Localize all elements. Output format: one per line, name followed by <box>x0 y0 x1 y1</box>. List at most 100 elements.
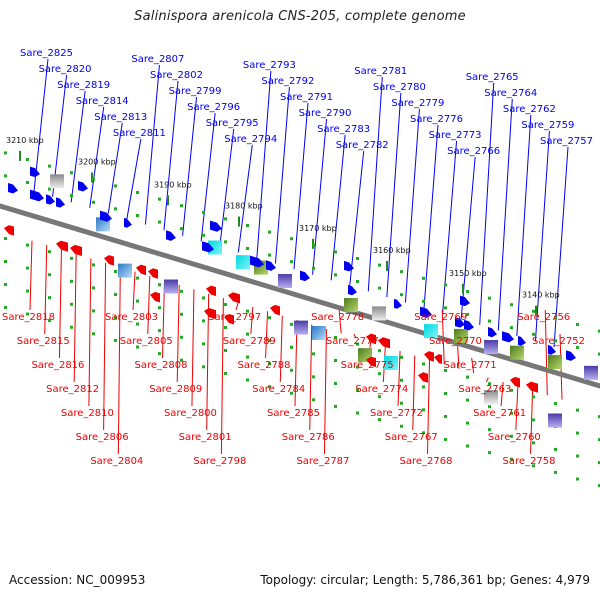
track-dot <box>268 253 271 257</box>
track-dot <box>444 283 447 287</box>
reverse-gene-arrow <box>136 264 146 276</box>
track-dot <box>268 362 271 366</box>
track-dot <box>356 388 359 392</box>
reverse-gene-arrow <box>148 268 158 279</box>
track-dot <box>268 230 271 234</box>
track-dot <box>180 289 183 293</box>
track-dot <box>136 299 139 303</box>
gene-leader-line <box>323 328 327 455</box>
track-dot <box>290 260 293 264</box>
forward-gene-arrow <box>518 336 526 346</box>
track-dot <box>400 293 403 297</box>
gene-feature-box <box>384 355 398 370</box>
track-dot <box>532 309 535 313</box>
track-dot <box>92 286 95 290</box>
track-dot <box>70 194 73 198</box>
track-dot <box>224 217 227 221</box>
track-dot <box>114 292 117 296</box>
forward-gene-arrow <box>566 350 576 361</box>
gene-leader-line <box>256 70 272 259</box>
track-dot <box>114 315 117 319</box>
track-dot <box>136 213 139 217</box>
track-dot <box>246 309 249 313</box>
track-dot <box>202 342 205 346</box>
kbp-tick-label: 3200 kbp <box>78 157 116 166</box>
track-dot <box>510 457 513 461</box>
gene-label: Sare_2795 <box>206 118 259 129</box>
gene-feature-box <box>424 324 438 339</box>
track-dot <box>4 174 7 178</box>
gene-label: Sare_2774 <box>355 384 408 395</box>
track-dot <box>114 184 117 188</box>
track-dot <box>70 171 73 175</box>
gene-label: Sare_2760 <box>488 432 541 443</box>
track-dot <box>356 411 359 415</box>
gene-leader-line <box>349 150 365 286</box>
gene-feature-box <box>454 328 468 343</box>
track-dot <box>158 352 161 356</box>
reverse-gene-arrow <box>56 240 68 252</box>
gene-feature-box <box>484 390 498 405</box>
gene-leader-line <box>182 96 198 236</box>
gene-leader-line <box>176 284 180 383</box>
gene-leader-line <box>404 108 420 303</box>
gene-label: Sare_2797 <box>208 312 261 323</box>
accession-text: Accession: NC_009953 <box>9 573 146 587</box>
gene-leader-line <box>220 298 224 455</box>
track-dot <box>576 477 579 481</box>
track-dot <box>290 391 293 395</box>
track-dot <box>598 484 600 488</box>
gene-leader-line <box>73 253 77 383</box>
track-dot <box>400 401 403 405</box>
track-dot <box>158 220 161 224</box>
track-dot <box>488 296 491 300</box>
gene-label: Sare_2806 <box>76 432 129 443</box>
gene-label: Sare_2758 <box>503 456 556 467</box>
gene-label: Sare_2766 <box>447 146 500 157</box>
reverse-gene-arrow <box>366 356 376 368</box>
track-dot <box>334 273 337 277</box>
gene-label: Sare_2764 <box>484 88 537 99</box>
track-dot <box>532 441 535 445</box>
track-dot <box>532 395 535 399</box>
track-dot <box>488 319 491 323</box>
gene-label: Sare_2818 <box>2 312 55 323</box>
gene-leader-line <box>427 359 430 455</box>
track-dot <box>598 461 600 465</box>
track-dot <box>48 187 51 191</box>
gene-leader-line <box>353 333 357 339</box>
forward-gene-arrow <box>300 270 310 282</box>
gene-label: Sare_2779 <box>391 98 444 109</box>
track-dot <box>466 290 469 294</box>
gene-leader-line <box>200 112 216 242</box>
gene-leader-line <box>479 82 495 325</box>
track-dot <box>444 369 447 373</box>
track-dot <box>92 309 95 313</box>
track-dot <box>598 415 600 419</box>
track-dot <box>356 365 359 369</box>
track-dot <box>202 365 205 369</box>
track-dot <box>4 259 7 263</box>
gene-label: Sare_2791 <box>280 92 333 103</box>
track-dot <box>246 332 249 336</box>
track-dot <box>136 191 139 195</box>
track-dot <box>268 339 271 343</box>
forward-gene-arrow <box>548 345 556 355</box>
gene-leader-line <box>107 122 123 214</box>
track-dot <box>92 263 95 267</box>
gene-feature-box <box>50 174 64 189</box>
gene-label: Sare_2812 <box>46 384 99 395</box>
track-dot <box>510 411 513 415</box>
track-dot <box>246 224 249 228</box>
forward-gene-arrow <box>266 260 276 271</box>
forward-gene-arrow <box>420 306 432 318</box>
track-dot <box>224 303 227 307</box>
forward-gene-arrow <box>250 255 264 268</box>
gene-label: Sare_2756 <box>517 312 570 323</box>
track-dot <box>180 312 183 316</box>
gene-leader-line <box>103 262 107 431</box>
track-dot <box>576 408 579 412</box>
gene-label: Sare_2785 <box>267 408 320 419</box>
track-dot <box>4 305 7 309</box>
track-dot <box>246 355 249 359</box>
